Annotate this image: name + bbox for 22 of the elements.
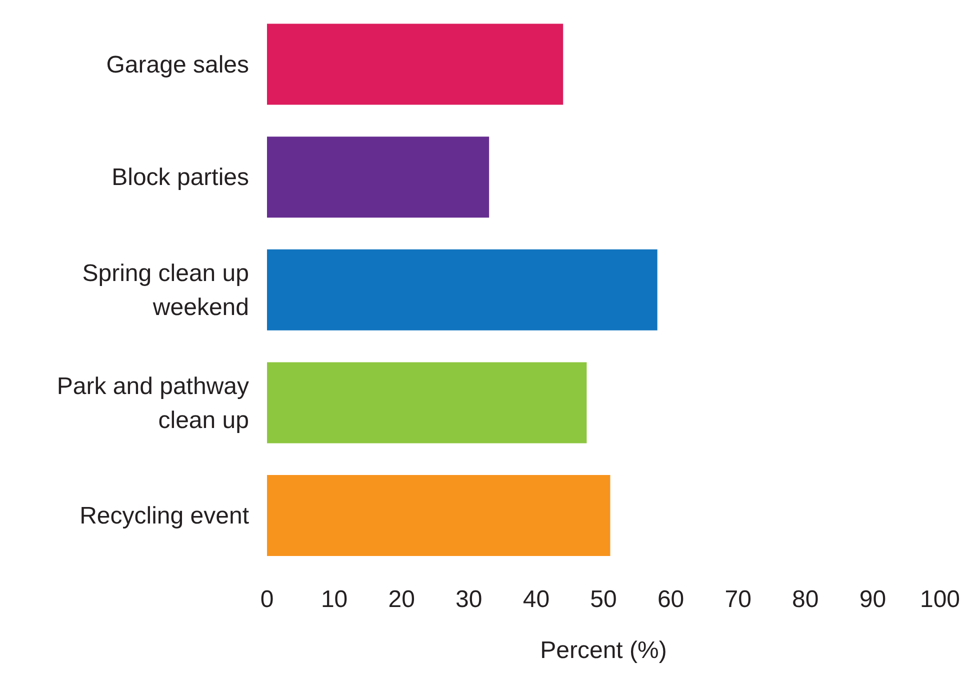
x-tick-label: 10: [320, 586, 348, 614]
bar: [267, 136, 490, 218]
x-tick-label: 40: [522, 586, 550, 614]
bar: [267, 249, 658, 330]
y-tick-label: Spring clean up weekend: [82, 260, 249, 320]
x-tick-label: 100: [920, 586, 960, 614]
x-tick-label: 50: [590, 586, 617, 614]
bar: [267, 24, 564, 105]
x-tick-label: 80: [792, 586, 819, 614]
x-tick-label: 90: [859, 586, 886, 614]
x-tick-label: 70: [724, 586, 752, 614]
y-tick-label: Recycling event: [80, 502, 250, 530]
x-tick-label: 20: [388, 586, 415, 614]
x-tick-label: 0: [260, 586, 274, 614]
y-tick-label: Park and pathway clean up: [56, 372, 249, 434]
bar: [267, 474, 610, 556]
y-tick-label: Block parties: [112, 164, 249, 191]
x-axis-title: Percent (%): [540, 637, 667, 664]
bar: [267, 362, 587, 444]
y-tick-label: Garage sales: [106, 50, 249, 78]
x-tick-label: 60: [657, 586, 684, 614]
x-tick-label: 30: [456, 586, 482, 614]
